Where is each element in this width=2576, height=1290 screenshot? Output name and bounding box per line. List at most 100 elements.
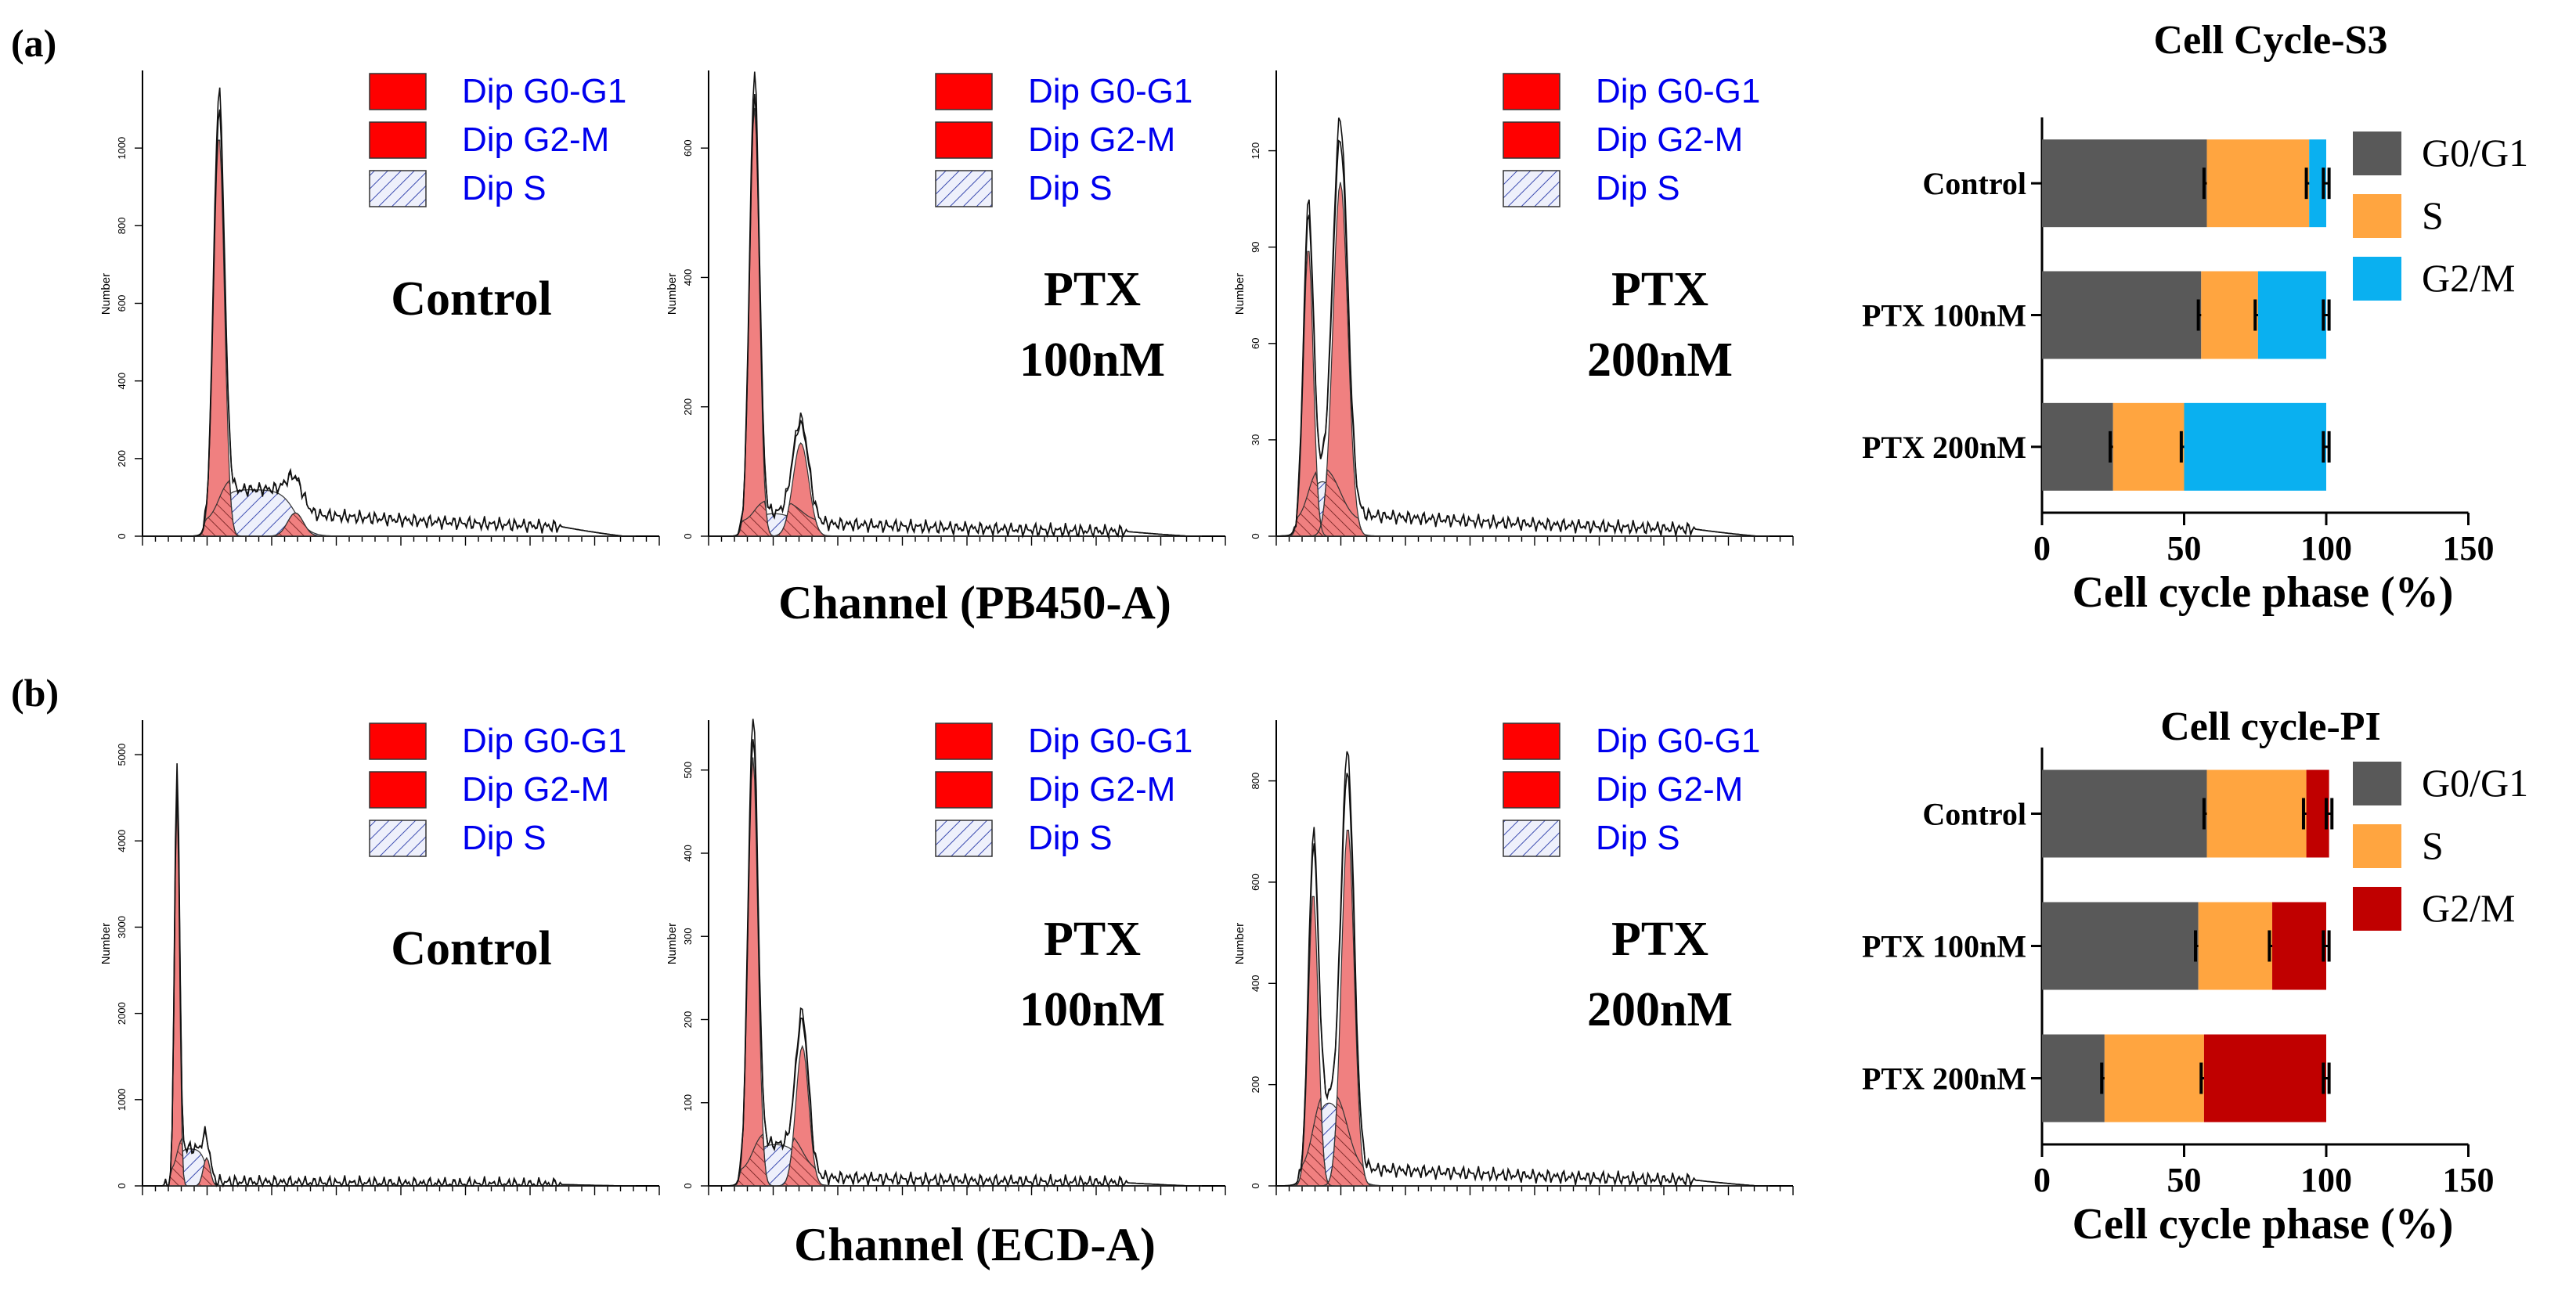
- y-tick-label: 1000: [116, 1088, 128, 1111]
- legend-swatch-dip-s: [369, 170, 427, 207]
- x-tick-label: 100: [2300, 529, 2352, 568]
- legend-swatch-dip-g0-g1: [369, 73, 427, 110]
- legend-label: S: [2422, 823, 2444, 867]
- x-tick-label: 150: [2443, 1161, 2495, 1199]
- overlap-hatch: [709, 1137, 1202, 1187]
- y-tick-label: 400: [116, 373, 128, 390]
- legend-label: Dip G0-G1: [462, 72, 626, 110]
- x-axis-label: Cell cycle phase (%): [2073, 568, 2454, 617]
- legend-label: Dip S: [462, 169, 547, 207]
- bar-g0-g1: [2042, 271, 2202, 359]
- y-tick-label: 30: [1250, 434, 1261, 445]
- legend-swatch-g2-m: [2353, 887, 2401, 931]
- bar-s: [2104, 1034, 2204, 1122]
- x-tick-label: 100: [2300, 1161, 2352, 1199]
- legend-swatch-dip-g2-m: [369, 771, 427, 809]
- bar-chart-title: Cell cycle-PI: [2160, 704, 2381, 749]
- overlap-hatch: [709, 503, 1202, 537]
- fit-trace: [709, 719, 1202, 1189]
- legend-swatch-s: [2353, 194, 2401, 238]
- y-tick-label: 120: [1250, 142, 1261, 160]
- condition-title: Control: [391, 922, 552, 975]
- legend-swatch-g0-g1: [2353, 132, 2401, 175]
- condition-title: 100nM: [1019, 983, 1165, 1036]
- legend-swatch-dip-s: [1503, 820, 1560, 857]
- category-label: Control: [1922, 166, 2026, 201]
- overlap-hatch: [1276, 468, 1770, 537]
- bar-g2-m: [2203, 1034, 2326, 1122]
- legend-swatch-g0-g1: [2353, 762, 2401, 805]
- histogram-b-3: 0 200 400 600 800 Number Dip G0-G1 Dip G2-M Dip …: [1233, 720, 1794, 1195]
- histogram-a-1: 0 200 400 600 800 1000 Number Dip G0-G1 Dip G2-M…: [99, 70, 660, 546]
- histogram-a-3: 0 30 60 90 120 Number Dip G0-G1 Dip G2-M Dip S PT…: [1233, 70, 1794, 546]
- bar-g2-m: [2272, 902, 2326, 990]
- fit-trace: [1276, 117, 1770, 537]
- y-tick-label: 500: [682, 762, 694, 779]
- bar-g0-g1: [2042, 1034, 2105, 1122]
- legend-label: Dip G0-G1: [1596, 722, 1760, 760]
- y-tick-label: 400: [682, 845, 694, 862]
- y-tick-label: 0: [682, 533, 694, 539]
- legend-swatch-dip-g0-g1: [369, 722, 427, 760]
- legend-label: Dip G2-M: [462, 770, 609, 809]
- y-tick-label: 200: [682, 398, 694, 416]
- y-tick-label: 1000: [116, 137, 128, 160]
- y-tick-label: 3000: [116, 916, 128, 939]
- legend-label: Dip S: [1596, 169, 1680, 207]
- overlap-hatch: [143, 512, 636, 537]
- y-tick-label: 600: [1250, 874, 1261, 891]
- legend-label: Dip S: [1596, 819, 1680, 857]
- y-tick-label: 100: [682, 1094, 694, 1112]
- overlap-hatch: [143, 1136, 636, 1187]
- panel-label-a: (a): [11, 21, 56, 65]
- fit-trace: [709, 71, 1202, 539]
- y-axis-label: Number: [1233, 273, 1247, 315]
- condition-title: 200nM: [1587, 333, 1733, 387]
- overlap-hatch: [143, 1157, 636, 1187]
- legend-label: Dip S: [1028, 819, 1113, 857]
- bar-g2-m: [2309, 139, 2326, 228]
- bar-g2-m: [2184, 402, 2326, 491]
- legend-label: S: [2422, 193, 2444, 237]
- legend-swatch-dip-g0-g1: [935, 73, 993, 110]
- y-axis-label: Number: [666, 273, 679, 315]
- category-label: PTX 200nM: [1862, 1061, 2026, 1097]
- y-tick-label: 400: [1250, 975, 1261, 992]
- y-tick-label: 0: [116, 533, 128, 539]
- legend-label: G2/M: [2422, 886, 2515, 930]
- y-tick-label: 200: [116, 450, 128, 467]
- x-tick-label: 50: [2167, 1161, 2202, 1199]
- legend-swatch-dip-g0-g1: [1503, 73, 1560, 110]
- condition-title: PTX: [1044, 263, 1141, 316]
- bar-s: [2112, 402, 2185, 491]
- category-label: Control: [1922, 797, 2026, 832]
- y-tick-label: 600: [116, 295, 128, 312]
- legend-label: Dip G0-G1: [1028, 72, 1192, 110]
- y-tick-label: 800: [116, 217, 128, 234]
- x-axis-label: Cell cycle phase (%): [2073, 1200, 2454, 1249]
- fit-trace: [143, 87, 636, 537]
- x-tick-label: 0: [2033, 529, 2051, 568]
- legend-swatch-dip-g2-m: [1503, 771, 1560, 809]
- y-tick-label: 400: [682, 269, 694, 286]
- x-tick-label: 50: [2167, 529, 2202, 568]
- legend-swatch-dip-g2-m: [935, 121, 993, 159]
- y-tick-label: 600: [682, 139, 694, 157]
- bar-g0-g1: [2042, 402, 2113, 491]
- y-tick-label: 0: [1250, 1183, 1261, 1188]
- legend-swatch-dip-s: [935, 820, 993, 857]
- bar-g0-g1: [2042, 139, 2207, 228]
- overlap-hatch: [1276, 1094, 1770, 1187]
- condition-title: PTX: [1611, 913, 1708, 966]
- legend-label: Dip G2-M: [462, 121, 609, 159]
- bar-s: [2206, 139, 2310, 228]
- legend-swatch-dip-g0-g1: [1503, 722, 1560, 760]
- condition-title: 200nM: [1587, 983, 1733, 1036]
- panel-label-b: (b): [11, 671, 59, 715]
- y-tick-label: 60: [1250, 338, 1261, 349]
- legend-label: Dip G0-G1: [1596, 72, 1760, 110]
- histogram-x-axis-label: Channel (ECD-A): [794, 1219, 1156, 1270]
- legend-label: Dip G2-M: [1028, 770, 1175, 809]
- bar-s: [2201, 271, 2258, 359]
